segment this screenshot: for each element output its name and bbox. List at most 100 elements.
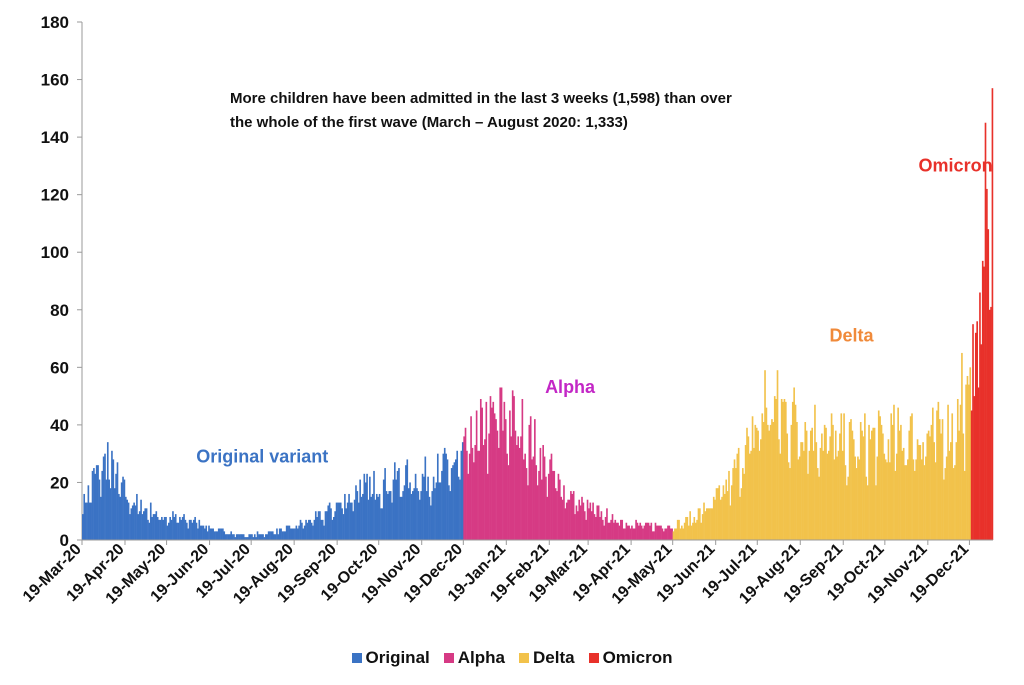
bar-original [230, 531, 233, 540]
bar-original [192, 519, 195, 540]
bar-alpha [470, 416, 472, 540]
bar-delta [724, 493, 726, 540]
bar-delta [951, 413, 954, 540]
bar-alpha [542, 445, 544, 540]
bar-delta [822, 450, 825, 540]
bar-alpha [488, 433, 490, 540]
bar-original [316, 516, 318, 540]
bar-original [334, 511, 336, 540]
bar-delta [890, 413, 893, 540]
bar-delta [764, 370, 766, 540]
bar-delta [714, 499, 716, 540]
bar-delta [865, 476, 868, 540]
bar-original [393, 462, 396, 540]
bar-delta [897, 407, 899, 540]
bar-omicron [974, 332, 977, 540]
bar-original [94, 473, 97, 540]
legend-swatch [518, 653, 529, 663]
bar-omicron [980, 344, 983, 540]
bar-original [101, 470, 104, 540]
bar-original [274, 534, 277, 540]
bar-alpha [593, 514, 596, 540]
bar-delta [886, 462, 888, 540]
bar-alpha [597, 505, 600, 540]
bar-delta [676, 519, 679, 540]
bar-delta [753, 447, 755, 540]
bar-original [420, 491, 422, 540]
bar-original [312, 525, 314, 540]
bar-delta [699, 508, 701, 540]
bar-delta [694, 522, 697, 540]
bar-alpha [496, 430, 499, 540]
bar-delta [851, 430, 854, 540]
bar-original [188, 519, 191, 540]
bar-alpha [638, 525, 640, 540]
bar-original [88, 502, 91, 540]
bar-alpha [557, 473, 560, 540]
bar-original [296, 528, 299, 540]
bar-delta [952, 468, 955, 540]
bar-delta [761, 413, 764, 540]
bar-original [432, 476, 435, 540]
bar-delta [959, 404, 962, 540]
bar-omicron [979, 292, 981, 540]
bar-delta [922, 442, 924, 540]
bar-delta [679, 528, 682, 540]
bar-original [332, 516, 335, 540]
bar-alpha [654, 522, 657, 540]
chart: 0 20 40 60 80 100 120 140 160 180 19-Mar-2019-Apr… [20, 13, 994, 608]
bar-original [122, 476, 124, 540]
bar-original [104, 453, 106, 540]
bar-original [233, 534, 235, 540]
bar-original [151, 516, 153, 540]
bar-delta [782, 401, 784, 540]
bar-alpha [500, 387, 503, 540]
bar-alpha [466, 450, 468, 540]
bar-original [262, 534, 264, 540]
bar-delta [843, 413, 845, 540]
bar-original [244, 537, 246, 540]
bar-alpha [463, 436, 465, 540]
bar-delta [929, 436, 931, 540]
bar-delta [941, 419, 944, 540]
bar-original [269, 531, 271, 540]
bar-original [280, 528, 282, 540]
bar-original [335, 502, 338, 540]
bar-delta [862, 436, 865, 540]
bar-alpha [607, 522, 610, 540]
bar-original [374, 499, 377, 540]
bar-alpha [497, 447, 500, 540]
bar-alpha [495, 419, 497, 540]
bar-delta [780, 398, 783, 540]
bar-original [93, 468, 95, 540]
bar-original [427, 476, 429, 540]
bar-original [222, 528, 224, 540]
bar-original [445, 453, 447, 540]
bar-alpha [539, 447, 542, 540]
bar-original [210, 528, 213, 540]
bar-omicron [986, 188, 988, 540]
bar-delta [704, 511, 707, 540]
y-tick-label: 20 [50, 473, 69, 492]
bar-alpha [657, 525, 660, 540]
bar-original [195, 522, 198, 540]
bar-delta [908, 430, 911, 540]
bar-original [323, 525, 325, 540]
bar-alpha [516, 445, 518, 540]
bar-original [263, 537, 266, 540]
bar-delta [912, 459, 915, 540]
bar-delta [740, 488, 743, 540]
variant-label: Omicron [919, 156, 993, 176]
bar-delta [827, 450, 830, 540]
bar-original [328, 502, 331, 540]
bar-delta [880, 424, 883, 540]
bar-original [248, 534, 251, 540]
bar-original [234, 537, 237, 540]
legend-item-delta: Delta [518, 648, 575, 668]
bar-original [398, 468, 400, 540]
bar-original [133, 502, 135, 540]
bar-original [431, 491, 434, 540]
bar-delta [718, 485, 721, 540]
bar-delta [689, 511, 691, 540]
bar-delta [901, 450, 904, 540]
